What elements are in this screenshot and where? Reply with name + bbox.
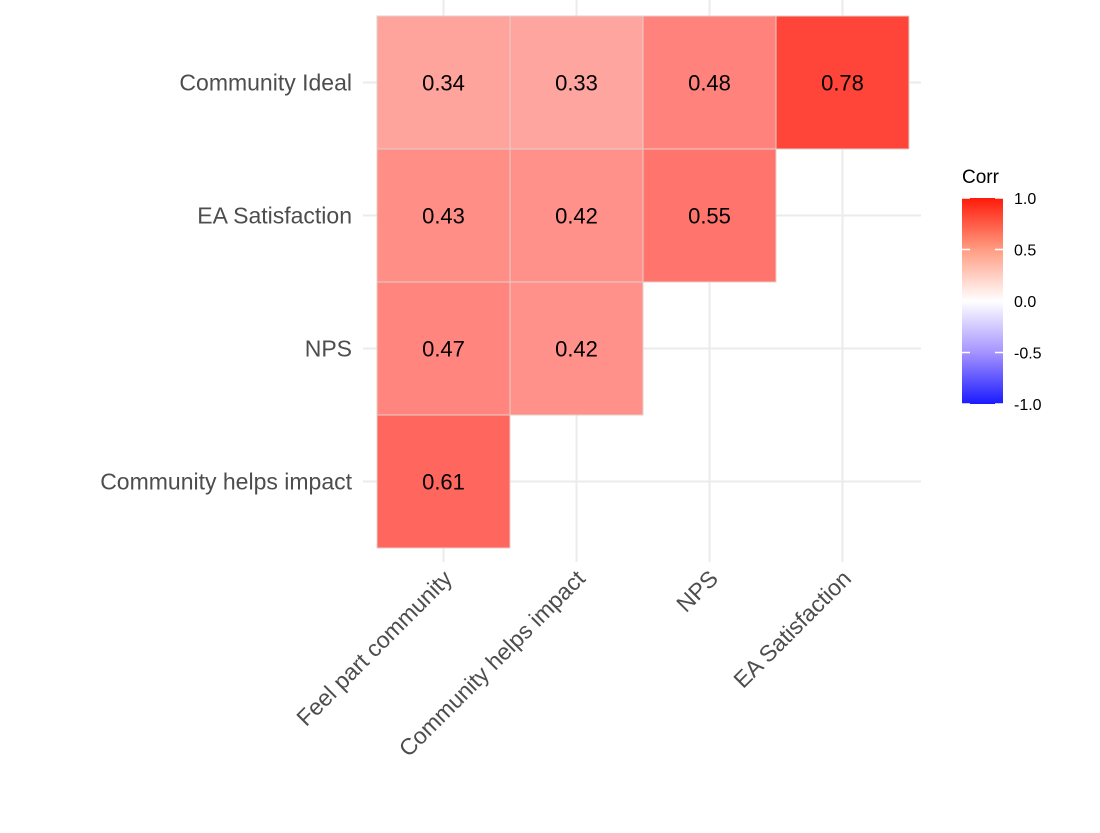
cell-value-label: 0.42	[555, 204, 598, 229]
x-tick-label: NPS	[671, 565, 723, 617]
legend-tick-label: -1.0	[1014, 397, 1042, 414]
x-tick-label: EA Satisfaction	[728, 565, 856, 693]
heatmap-cell	[376, 15, 511, 150]
heatmap-cell	[376, 414, 511, 549]
heatmap-cell	[775, 15, 910, 150]
y-tick-label: NPS	[305, 336, 352, 362]
cell-value-label: 0.48	[688, 71, 731, 96]
cell-value-label: 0.42	[555, 337, 598, 362]
cell-value-label: 0.78	[821, 71, 864, 96]
heatmap-cell	[509, 148, 644, 283]
y-tick-label: Community Ideal	[179, 70, 352, 96]
cell-value-label: 0.33	[555, 71, 598, 96]
cell-value-label: 0.61	[422, 470, 465, 495]
y-tick-label: Community helps impact	[100, 469, 352, 495]
cell-value-label: 0.34	[422, 71, 465, 96]
legend-title: Corr	[962, 167, 1000, 188]
cell-value-label: 0.47	[422, 337, 465, 362]
legend-tick-label: 1.0	[1014, 191, 1036, 208]
heatmap-cell	[642, 148, 777, 283]
heatmap-cell	[509, 15, 644, 150]
heatmap-cells: 0.34 0.33 0.48 0.78 0.43 0.42 0.55 0.47 0.42 0.61	[376, 15, 910, 549]
cell-value-label: 0.43	[422, 204, 465, 229]
legend-tick-label: 0.0	[1014, 294, 1036, 311]
cell-value-label: 0.55	[688, 204, 731, 229]
heatmap-cell	[376, 281, 511, 416]
legend-tick-label: -0.5	[1014, 346, 1042, 363]
heatmap-cell	[509, 281, 644, 416]
y-tick-label: EA Satisfaction	[197, 203, 352, 229]
y-axis-labels: Community Ideal EA Satisfaction NPS Communi…	[100, 70, 352, 495]
heatmap-cell	[642, 15, 777, 150]
color-legend: Corr 1.0 0.5 0.0 -0.5 -1.0	[962, 167, 1042, 414]
legend-tick-label: 0.5	[1014, 243, 1036, 260]
